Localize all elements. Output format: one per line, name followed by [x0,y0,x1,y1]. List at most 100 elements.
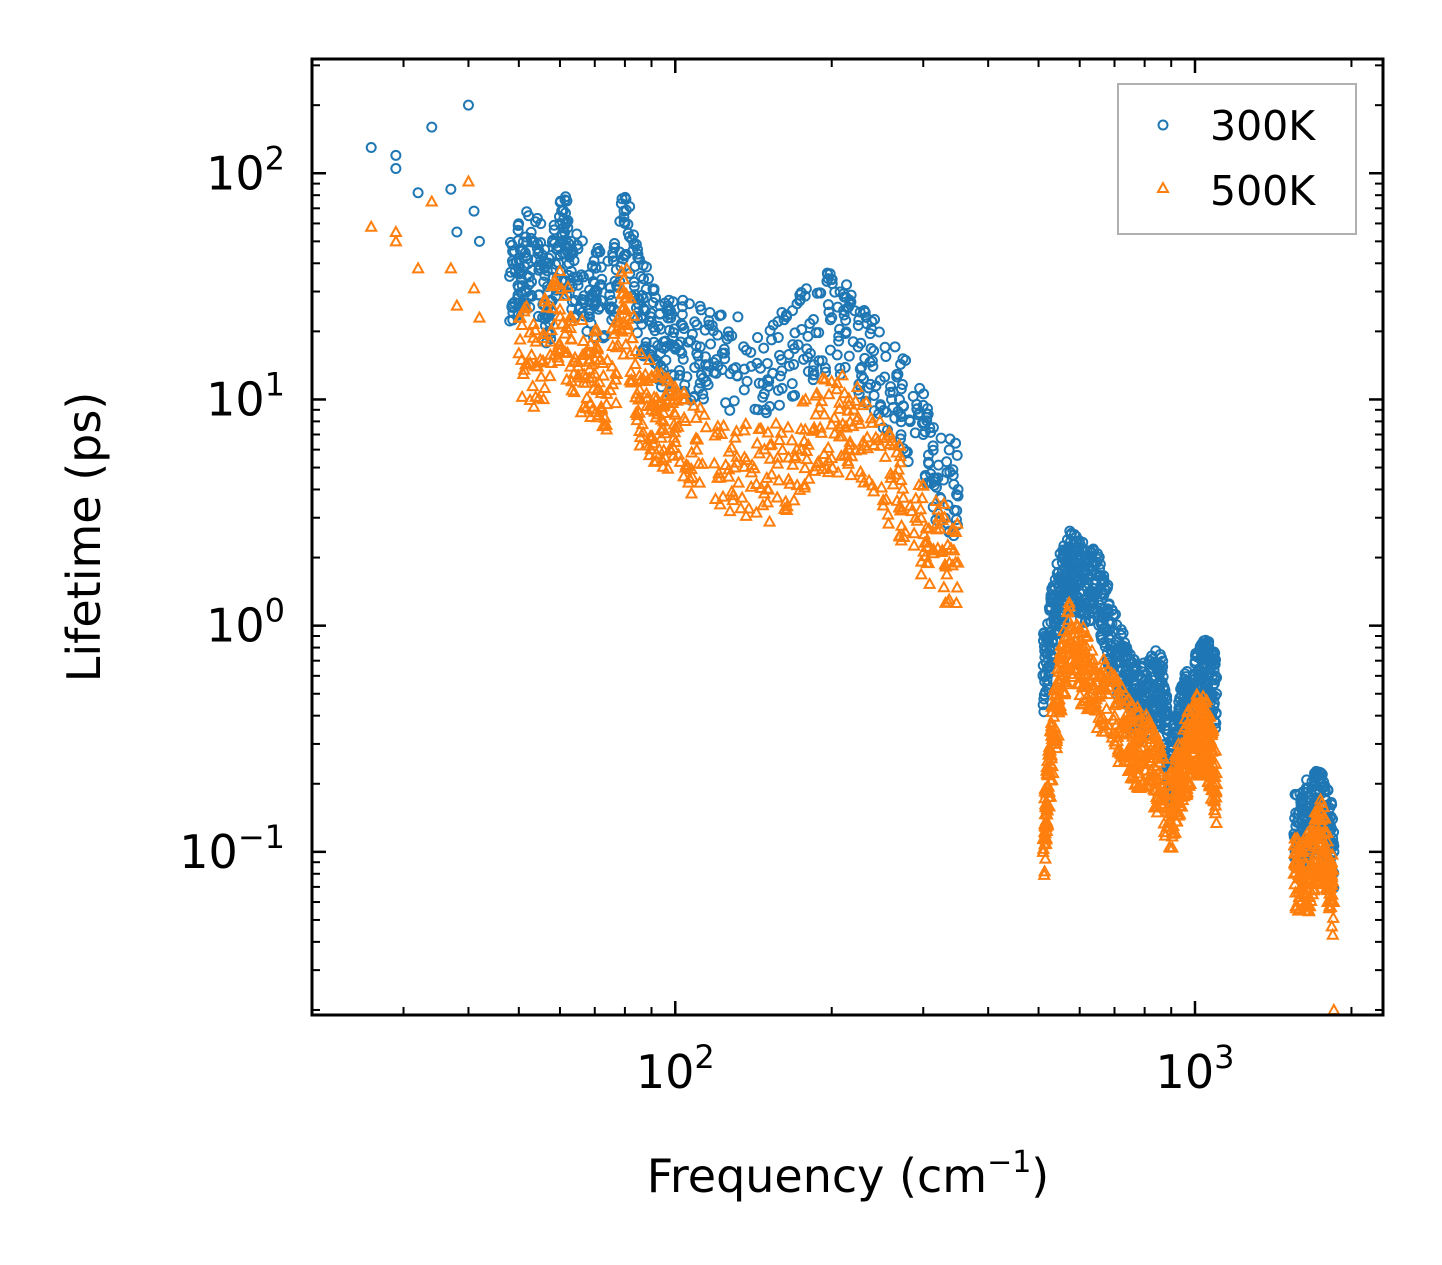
point-500k [657,405,671,419]
point-500k [1067,645,1082,658]
point-500k [678,391,692,404]
point-500k [1320,894,1335,908]
point-500k [824,417,839,430]
point-500k [894,518,909,531]
point-500k [1088,703,1102,716]
point-500k [544,323,559,336]
point-300k [799,290,811,302]
point-300k [823,306,835,318]
point-500k [1199,724,1213,737]
point-500k [594,386,608,399]
point-300k [1084,545,1096,557]
point-500k [735,490,749,503]
point-500k [669,382,684,395]
point-500k [579,401,593,414]
point-500k [599,397,614,410]
point-300k [523,271,535,283]
point-500k [814,394,829,407]
point-500k [670,386,684,399]
point-300k [675,336,687,348]
point-500k [770,450,785,463]
point-300k [677,353,689,365]
point-500k [893,503,908,516]
point-300k [1096,587,1108,599]
point-300k [576,235,588,247]
point-500k [781,472,796,485]
point-500k [693,400,707,413]
point-500k [1205,756,1220,769]
point-500k [818,372,832,385]
point-500k [389,234,403,247]
point-300k [583,308,595,320]
point-300k [660,354,672,366]
point-500k [1131,727,1145,740]
point-300k [826,312,838,324]
point-300k [562,215,574,227]
point-500k [814,425,829,438]
point-500k [1201,732,1215,745]
point-300k [527,235,539,247]
point-300k [772,316,784,328]
point-300k [865,342,877,354]
point-500k [1326,927,1340,940]
point-500k [844,468,858,481]
point-300k [904,416,916,428]
point-300k [786,378,798,390]
point-500k [1168,799,1183,812]
point-500k [1045,759,1060,772]
point-500k [1046,727,1061,740]
point-300k [513,268,525,280]
point-500k [1038,819,1053,832]
point-500k [687,398,701,411]
point-300k [1116,663,1128,675]
point-500k [1289,858,1303,871]
point-500k [540,300,554,313]
point-500k [881,516,896,529]
point-500k [888,467,903,480]
y-tick-label: 10−1 [179,818,285,879]
point-300k [831,349,843,361]
point-500k [621,318,635,331]
point-500k [1205,770,1219,783]
point-300k [572,274,584,286]
point-300k [1115,629,1127,641]
point-500k [690,442,704,455]
point-500k [1079,638,1093,651]
point-500k [657,396,671,409]
point-500k [764,467,779,480]
point-500k [640,391,654,404]
point-300k [722,326,734,338]
point-500k [547,278,561,291]
legend-label-300k: 300K [1210,102,1316,150]
point-500k [650,365,664,378]
point-500k [919,520,934,533]
point-300k [834,286,846,298]
point-500k [681,458,695,472]
point-500k [555,316,569,329]
point-300k [1161,701,1173,713]
point-500k [1101,687,1115,700]
point-300k [808,359,820,371]
point-500k [526,316,541,329]
point-500k [1192,741,1206,754]
point-500k [1208,806,1223,819]
point-500k [913,502,928,515]
point-300k [594,280,606,292]
point-300k [1039,645,1051,657]
point-300k [950,514,962,526]
point-500k [647,397,662,410]
point-500k [1188,731,1203,744]
point-300k [663,324,675,336]
point-300k [776,382,788,394]
point-500k [1199,693,1214,706]
point-500k [835,368,850,381]
point-500k [564,310,579,323]
point-500k [711,419,725,432]
point-500k [1130,746,1145,759]
point-500k [621,322,635,335]
point-300k [624,201,636,213]
point-500k [862,473,876,486]
point-500k [837,447,852,460]
point-500k [1200,743,1214,756]
point-300k [565,249,577,261]
